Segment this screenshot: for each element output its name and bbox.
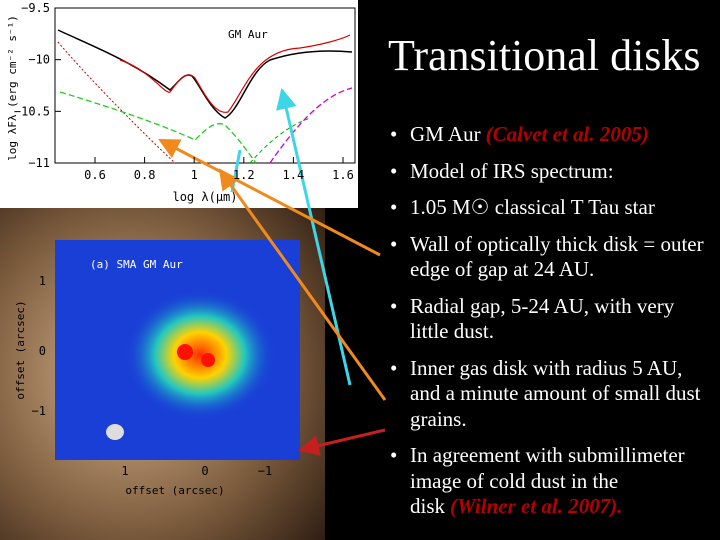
inner-disk-curve [59, 91, 257, 164]
bullet-text: Model of IRS spectrum: [410, 158, 614, 183]
emission-peak [201, 353, 215, 367]
irs-spectrum [119, 34, 351, 113]
x-tick-label: 0.6 [84, 168, 106, 182]
arrow [297, 428, 386, 456]
sed-y-axis-label: log λFλ (erg cm⁻² s⁻¹) [6, 15, 19, 161]
sma-y-axis-label: offset (arcsec) [14, 300, 27, 399]
slide-title: Transitional disks [388, 31, 701, 80]
bullet-text: Radial gap, 5-24 AU, with very little du… [410, 293, 675, 344]
emission-peak [177, 344, 193, 360]
sma-x-axis-label: offset (arcsec) [125, 484, 224, 497]
y-tick-label: −10 [28, 53, 50, 67]
bullet: 1.05 M☉ classical T Tau star [386, 195, 716, 221]
sed-panel [0, 0, 358, 208]
x-tick-label: −1 [258, 464, 272, 478]
bullet: Model of IRS spectrum: [386, 159, 716, 185]
bullet-text: GM Aur [410, 122, 481, 146]
citation: (Wilner et al. 2007). [450, 494, 623, 518]
y-tick-label: 0 [39, 344, 46, 358]
bullet-text: In agreement with submillimeter image of… [410, 443, 685, 518]
sma-emission [125, 290, 275, 420]
sma-label: (a) SMA GM Aur [90, 258, 183, 271]
bullet-text: Inner gas disk with radius 5 AU, and a m… [410, 355, 701, 431]
bullet: Inner gas disk with radius 5 AU, and a m… [386, 356, 716, 433]
y-tick-label: 1 [39, 274, 46, 288]
sed-x-axis-label: log λ(μm) [172, 190, 237, 204]
x-tick-label: 1.4 [283, 168, 305, 182]
y-tick-label: −11 [28, 156, 50, 170]
x-tick-label: 1.6 [332, 168, 354, 182]
x-tick-label: 0.8 [134, 168, 156, 182]
sed-label: GM Aur [228, 28, 268, 41]
bullet-list: GM Aur(Calvet et al. 2005) Model of IRS s… [386, 122, 716, 531]
arrow [158, 138, 381, 257]
bullet: Wall of optically thick disk = outer edg… [386, 232, 716, 283]
bullet: In agreement with submillimeter image of… [386, 443, 716, 520]
outer-disk-curve [249, 117, 311, 164]
y-tick-label: −10.5 [14, 104, 50, 118]
y-tick-label: −9.5 [21, 1, 50, 15]
x-tick-label: 1 [121, 464, 128, 478]
beam [106, 424, 124, 440]
bullet: GM Aur(Calvet et al. 2005) [386, 122, 716, 148]
bullet-text: 1.05 M☉ classical T Tau star [410, 195, 655, 219]
x-tick-label: 0 [201, 464, 208, 478]
x-tick-label: 1.2 [233, 168, 255, 182]
citation: (Calvet et al. 2005) [485, 122, 649, 146]
bullet: Radial gap, 5-24 AU, with very little du… [386, 294, 716, 345]
wall-curve [269, 87, 353, 164]
bullet-text: Wall of optically thick disk = outer edg… [410, 231, 704, 282]
arrows [158, 87, 387, 456]
arrow [218, 168, 387, 401]
x-tick-label: 1 [191, 168, 198, 182]
y-tick-label: −1 [32, 404, 46, 418]
